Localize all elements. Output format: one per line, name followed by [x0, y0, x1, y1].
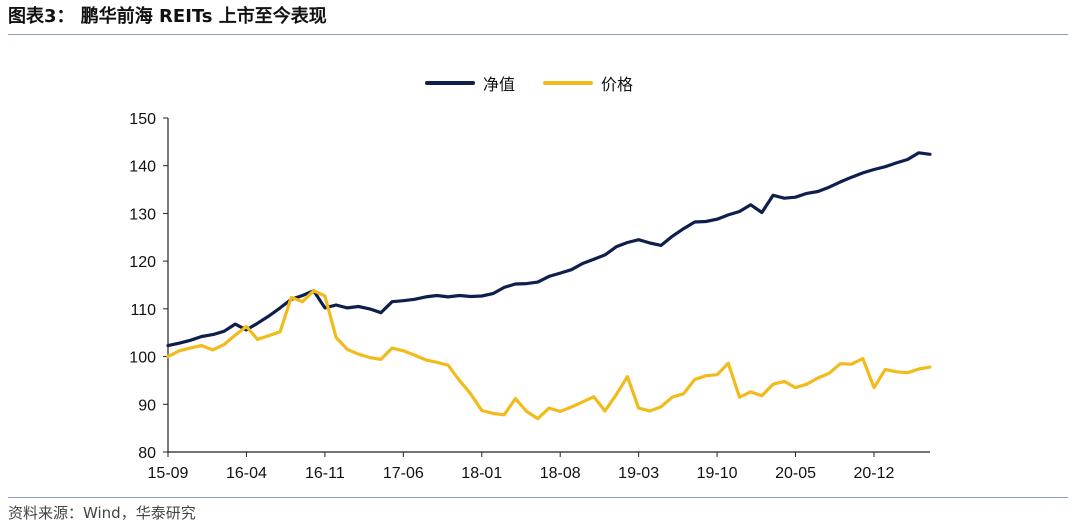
y-tick-label: 150 [129, 111, 156, 128]
source-note: 资料来源：Wind，华泰研究 [8, 504, 196, 522]
x-tick-label: 18-01 [461, 465, 502, 482]
y-tick-label: 120 [129, 254, 156, 271]
top-rule [8, 34, 1068, 35]
x-tick-label: 15-09 [148, 465, 189, 482]
figure-title: 图表3： 鹏华前海 REITs 上市至今表现 [8, 6, 327, 27]
x-tick-label: 16-11 [305, 465, 345, 482]
y-tick-label: 130 [129, 206, 156, 223]
x-tick-label: 17-06 [383, 465, 424, 482]
y-tick-label: 110 [130, 302, 156, 319]
y-tick-label: 80 [138, 445, 156, 462]
series-line-price [166, 289, 932, 421]
x-tick-label: 20-12 [854, 465, 895, 482]
y-tick-label: 90 [138, 397, 156, 414]
y-tick-label: 100 [129, 350, 156, 367]
legend-swatch-nav [425, 81, 475, 85]
legend-label-price: 价格 [601, 75, 634, 94]
x-tick-label: 19-03 [618, 465, 659, 482]
legend-item-nav: 净值 [425, 71, 515, 95]
bottom-rule [8, 497, 1068, 498]
x-tick-label: 19-10 [697, 465, 738, 482]
x-tick-label: 16-04 [226, 465, 267, 482]
x-tick-label: 18-08 [540, 465, 581, 482]
series-line-nav [166, 151, 932, 348]
legend-label-nav: 净值 [483, 75, 516, 94]
legend-swatch-price [543, 81, 594, 85]
y-tick-label: 140 [129, 159, 156, 176]
x-tick-label: 20-05 [775, 465, 816, 482]
legend-item-price: 价格 [543, 71, 633, 95]
chart-legend: 净值 价格 [425, 71, 633, 95]
